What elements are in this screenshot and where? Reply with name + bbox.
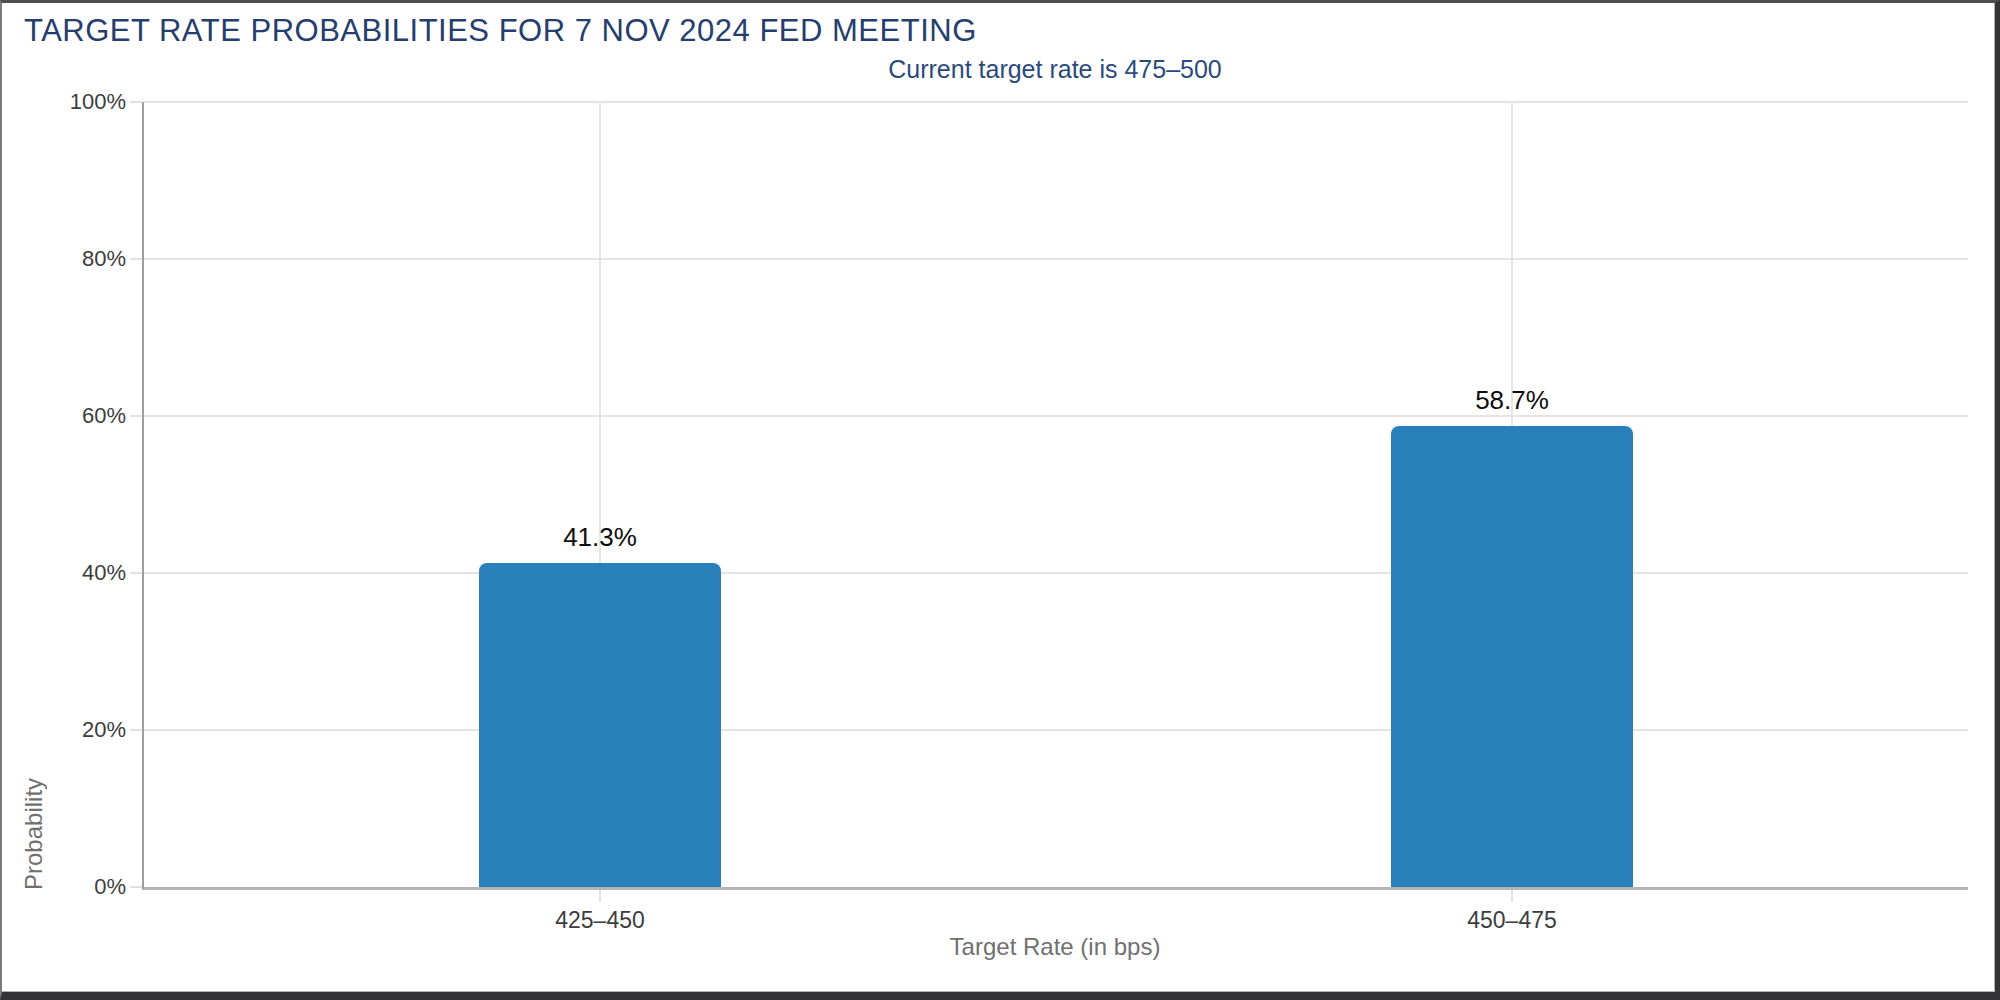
y-tick-mark: [130, 886, 142, 888]
x-axis-title: Target Rate (in bps): [142, 933, 1968, 961]
y-tick-label: 0%: [36, 874, 126, 900]
y-gridline: [144, 572, 1968, 574]
y-gridline: [144, 415, 1968, 417]
y-gridline: [144, 729, 1968, 731]
chart-title: TARGET RATE PROBABILITIES FOR 7 NOV 2024…: [24, 13, 977, 49]
y-tick-label: 40%: [36, 560, 126, 586]
y-tick-label: 80%: [36, 246, 126, 272]
y-tick-mark: [130, 101, 142, 103]
y-tick-label: 60%: [36, 403, 126, 429]
x-tick-label: 450–475: [1362, 907, 1662, 934]
chart-window: TARGET RATE PROBABILITIES FOR 7 NOV 2024…: [0, 0, 2000, 1000]
x-tick-mark: [599, 890, 601, 902]
y-tick-mark: [130, 572, 142, 574]
y-tick-mark: [130, 415, 142, 417]
y-tick-mark: [130, 258, 142, 260]
bar-value-label: 58.7%: [1362, 385, 1662, 416]
y-tick-label: 100%: [36, 89, 126, 115]
y-gridline: [144, 101, 1968, 103]
probability-bar[interactable]: [479, 563, 721, 887]
chart-subtitle: Current target rate is 475–500: [142, 55, 1968, 84]
y-tick-label: 20%: [36, 717, 126, 743]
y-gridline: [144, 258, 1968, 260]
y-axis-title: Probability: [20, 102, 48, 890]
plot-area: 0%20%40%60%80%100%41.3%425–45058.7%450–4…: [142, 102, 1968, 890]
bar-value-label: 41.3%: [450, 522, 750, 553]
y-tick-mark: [130, 729, 142, 731]
x-tick-label: 425–450: [450, 907, 750, 934]
x-tick-mark: [1511, 890, 1513, 902]
probability-bar[interactable]: [1391, 426, 1633, 887]
